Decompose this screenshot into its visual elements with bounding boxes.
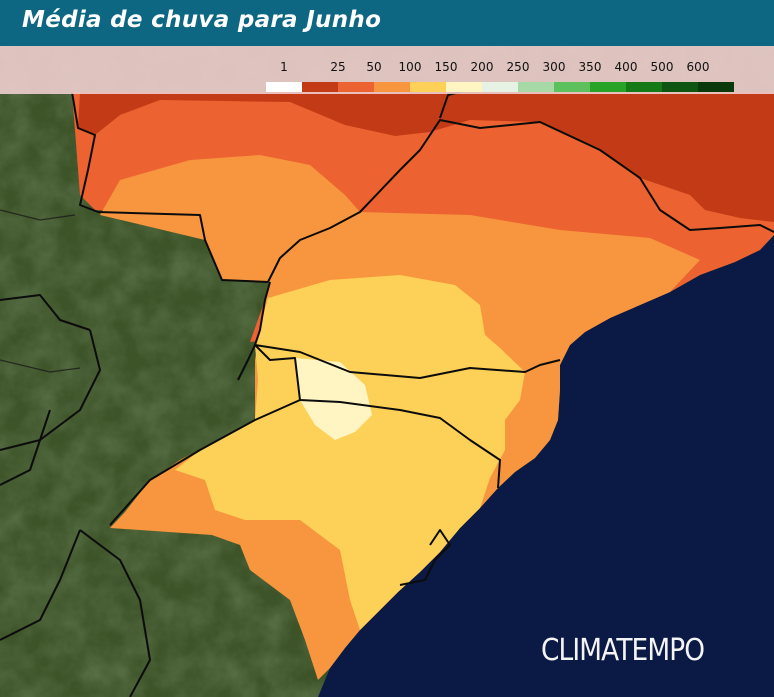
rivers — [0, 209, 81, 373]
climatempo-logo: CLIMATEMPO — [541, 633, 705, 668]
legend-label: 50 — [366, 60, 382, 74]
legend-swatch — [374, 82, 410, 92]
legend-swatches — [266, 82, 734, 92]
legend-swatch — [698, 82, 734, 92]
legend-swatch — [626, 82, 662, 92]
legend-labels: 1 25 50 100 150 200 250 300 350 400 500 600 — [266, 60, 740, 78]
borders — [0, 91, 774, 697]
zone-25-50-north — [78, 92, 774, 222]
legend-label: 400 — [614, 60, 638, 74]
legend-label: 1 — [280, 60, 288, 74]
legend-label: 25 — [330, 60, 346, 74]
zone-200-250 — [295, 358, 372, 440]
legend-label: 600 — [686, 60, 710, 74]
legend-swatch — [338, 82, 374, 92]
legend-swatch — [446, 82, 482, 92]
title-bar: Média de chuva para Junho — [0, 0, 774, 46]
legend-swatch — [590, 82, 626, 92]
legend-swatch — [482, 82, 518, 92]
legend-label: 350 — [578, 60, 602, 74]
legend-swatch — [662, 82, 698, 92]
map-title: Média de chuva para Junho — [22, 7, 382, 33]
legend-swatch — [554, 82, 590, 92]
legend-label: 150 — [434, 60, 458, 74]
legend-label: 200 — [470, 60, 494, 74]
legend-swatch — [410, 82, 446, 92]
precipitation-legend: 1 25 50 100 150 200 250 300 350 400 500 600 — [266, 60, 740, 94]
legend-label: 100 — [398, 60, 422, 74]
legend-label: 300 — [542, 60, 566, 74]
legend-swatch — [518, 82, 554, 92]
zone-150-200-north — [175, 275, 525, 630]
legend-swatch — [302, 82, 338, 92]
legend-label: 500 — [650, 60, 674, 74]
legend-label: 250 — [506, 60, 530, 74]
legend-swatch — [266, 82, 302, 92]
